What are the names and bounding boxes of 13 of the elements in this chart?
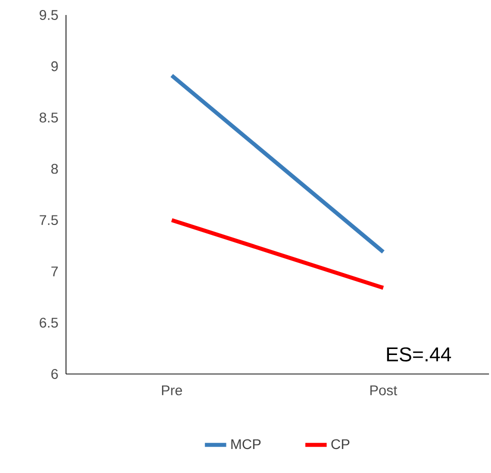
y-tick-label: 7 [51, 266, 58, 276]
y-tick-label: 7.5 [40, 215, 58, 226]
x-tick-label: Pre [162, 386, 182, 396]
x-tick-label: Post [370, 386, 398, 396]
y-tick-label: 6.5 [40, 318, 58, 328]
legend-label: MCP [231, 439, 261, 450]
annotation: ES=.44 [387, 347, 452, 362]
y-tick-label: 6 [51, 369, 58, 379]
y-tick-label: 8.5 [40, 112, 58, 123]
y-tick-label: 8 [51, 164, 58, 174]
y-tick-label: 9.5 [40, 10, 58, 20]
y-tick-label: 9 [51, 61, 58, 72]
legend-label: CP [331, 439, 350, 450]
